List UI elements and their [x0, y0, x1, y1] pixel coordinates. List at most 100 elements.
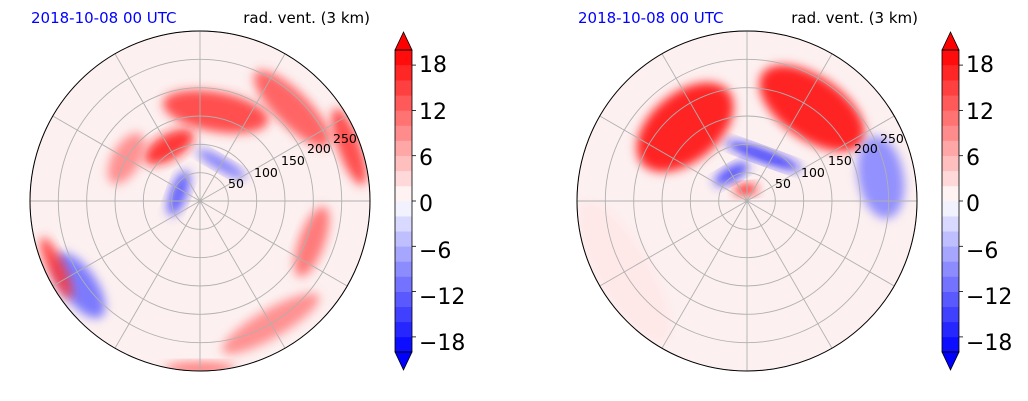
colorbar-left-level-17 [395, 80, 412, 96]
colorbar-left-tick-m6: −6 [419, 239, 451, 264]
colorbar-left-level-3 [395, 291, 412, 307]
panel-right-rtick-250: 250 [880, 131, 904, 146]
colorbar-right-level-13 [942, 140, 959, 156]
panel-right-rtick-100: 100 [801, 165, 825, 180]
panel-right-feature-3 [726, 140, 801, 171]
panel-right-rim [576, 30, 918, 372]
colorbar-right-level-1 [942, 321, 959, 338]
colorbar-right-tick-6: 6 [966, 146, 980, 171]
colorbar-right-levels [941, 31, 963, 371]
panel-right-spoke-300 [746, 200, 833, 349]
colorbar-left-level-5 [395, 261, 412, 277]
colorbar-right-level-8 [942, 216, 959, 232]
colorbar-right-level-3 [942, 291, 959, 307]
colorbar-right-extend-max [941, 31, 960, 51]
colorbar-left-level-19 [395, 50, 412, 66]
colorbar-right-tick-12: 12 [966, 100, 994, 125]
panel-right-rtick-50: 50 [775, 176, 791, 191]
colorbar-left-extend-max [394, 31, 413, 51]
colorbar-left-tick-12: 12 [419, 100, 447, 125]
colorbar-right-level-12 [942, 155, 959, 172]
colorbar-right-tick-18: 18 [966, 53, 994, 78]
colorbar-right-level-6 [942, 246, 959, 262]
colorbar-right: 18 12 6 0 −6 −12 −18 [941, 31, 1012, 371]
colorbar-right-level-0 [942, 336, 959, 353]
colorbar-left-level-0 [395, 336, 412, 353]
colorbar-right-level-5 [942, 261, 959, 277]
panel-left-spoke-120 [114, 53, 201, 202]
colorbar-right-tick-0: 0 [966, 192, 980, 217]
colorbar-right-level-10 [942, 185, 959, 202]
panel-left-feature-9 [53, 252, 106, 319]
panel-right-rtick-150: 150 [828, 153, 852, 168]
colorbar-left-levels [394, 31, 416, 371]
colorbar-left-level-15 [395, 110, 412, 126]
panel-left-feature-10 [40, 237, 73, 299]
colorbar-left-level-4 [395, 276, 412, 292]
colorbar-right-level-9 [942, 201, 959, 217]
panel-right-field-label: rad. vent. (3 km) [791, 9, 918, 27]
colorbar-left-level-1 [395, 321, 412, 338]
panel-left-field-label: rad. vent. (3 km) [243, 9, 370, 27]
panel-right-time-label: 2018-10-08 00 UTC [578, 9, 724, 27]
colorbar-left-tick-m18: −18 [419, 331, 465, 356]
colorbar-left-tick-m12: −12 [419, 285, 465, 310]
colorbar-right-level-19 [942, 50, 959, 66]
colorbar-left-extend-min [394, 351, 413, 371]
colorbar-right-tick-m18: −18 [966, 331, 1012, 356]
panel-left-rtick-50: 50 [228, 176, 244, 191]
panel-left-rtick-150: 150 [281, 153, 305, 168]
colorbar-left-tick-18: 18 [419, 53, 447, 78]
colorbar-left-tick-6: 6 [419, 146, 433, 171]
colorbar-left-level-18 [395, 65, 412, 81]
colorbar-right-tick-m12: −12 [966, 285, 1012, 310]
panel-left-feature-0 [162, 90, 269, 134]
colorbar-right-extend-min [941, 351, 960, 371]
panel-right-feature-2 [857, 136, 905, 219]
panel-left-spoke-330 [199, 200, 348, 287]
colorbar-left-level-14 [395, 125, 412, 141]
colorbar-right-level-17 [942, 80, 959, 96]
panel-left: 2018-10-08 00 UTC rad. vent. (3 km) 50 1… [29, 9, 371, 372]
panel-left-feature-3 [253, 70, 331, 148]
panel-right-feature-0 [636, 82, 734, 172]
panel-left-spoke-150 [52, 115, 201, 202]
panel-right-grid [576, 30, 918, 372]
panel-left-rim [29, 30, 371, 372]
panel-right-spoke-210 [599, 200, 748, 287]
colorbar-right-level-4 [942, 276, 959, 292]
panel-left-feature-4 [331, 108, 367, 186]
colorbar-right-level-15 [942, 110, 959, 126]
panel-right-spoke-330 [746, 200, 895, 287]
panel-left-spoke-60 [199, 53, 286, 202]
colorbar-left-level-7 [395, 231, 412, 247]
colorbar-right-level-16 [942, 95, 959, 111]
colorbar-left-level-11 [395, 170, 412, 187]
panel-right-spoke-150 [599, 115, 748, 202]
colorbar-left-tick-0: 0 [419, 192, 433, 217]
colorbar-right-tick-m6: −6 [966, 239, 998, 264]
panel-left-time-label: 2018-10-08 00 UTC [31, 9, 177, 27]
colorbar-left-level-10 [395, 185, 412, 202]
panel-left-feature-7 [167, 170, 191, 216]
panel-right-spoke-60 [746, 53, 833, 202]
panel-left-spoke-240 [114, 200, 201, 349]
colorbar-right-level-18 [942, 65, 959, 81]
colorbar-left-level-9 [395, 201, 412, 217]
colorbar-left: 18 12 6 0 −6 −12 −18 [394, 31, 465, 371]
colorbar-left-level-8 [395, 216, 412, 232]
panel-right-spoke-30 [746, 115, 895, 202]
panel-right-spoke-120 [661, 53, 748, 202]
panel-left-rtick-100: 100 [254, 165, 278, 180]
panel-left-rtick-200: 200 [307, 141, 331, 156]
colorbar-right-level-2 [942, 306, 959, 323]
panel-left-rtick-250: 250 [333, 131, 357, 146]
colorbar-right-level-11 [942, 170, 959, 187]
colorbar-left-level-2 [395, 306, 412, 323]
panel-left-feature-5 [294, 206, 330, 277]
panel-right-rtick-200: 200 [854, 141, 878, 156]
colorbar-left-level-13 [395, 140, 412, 156]
colorbar-left-level-12 [395, 155, 412, 172]
colorbar-left-level-16 [395, 95, 412, 111]
